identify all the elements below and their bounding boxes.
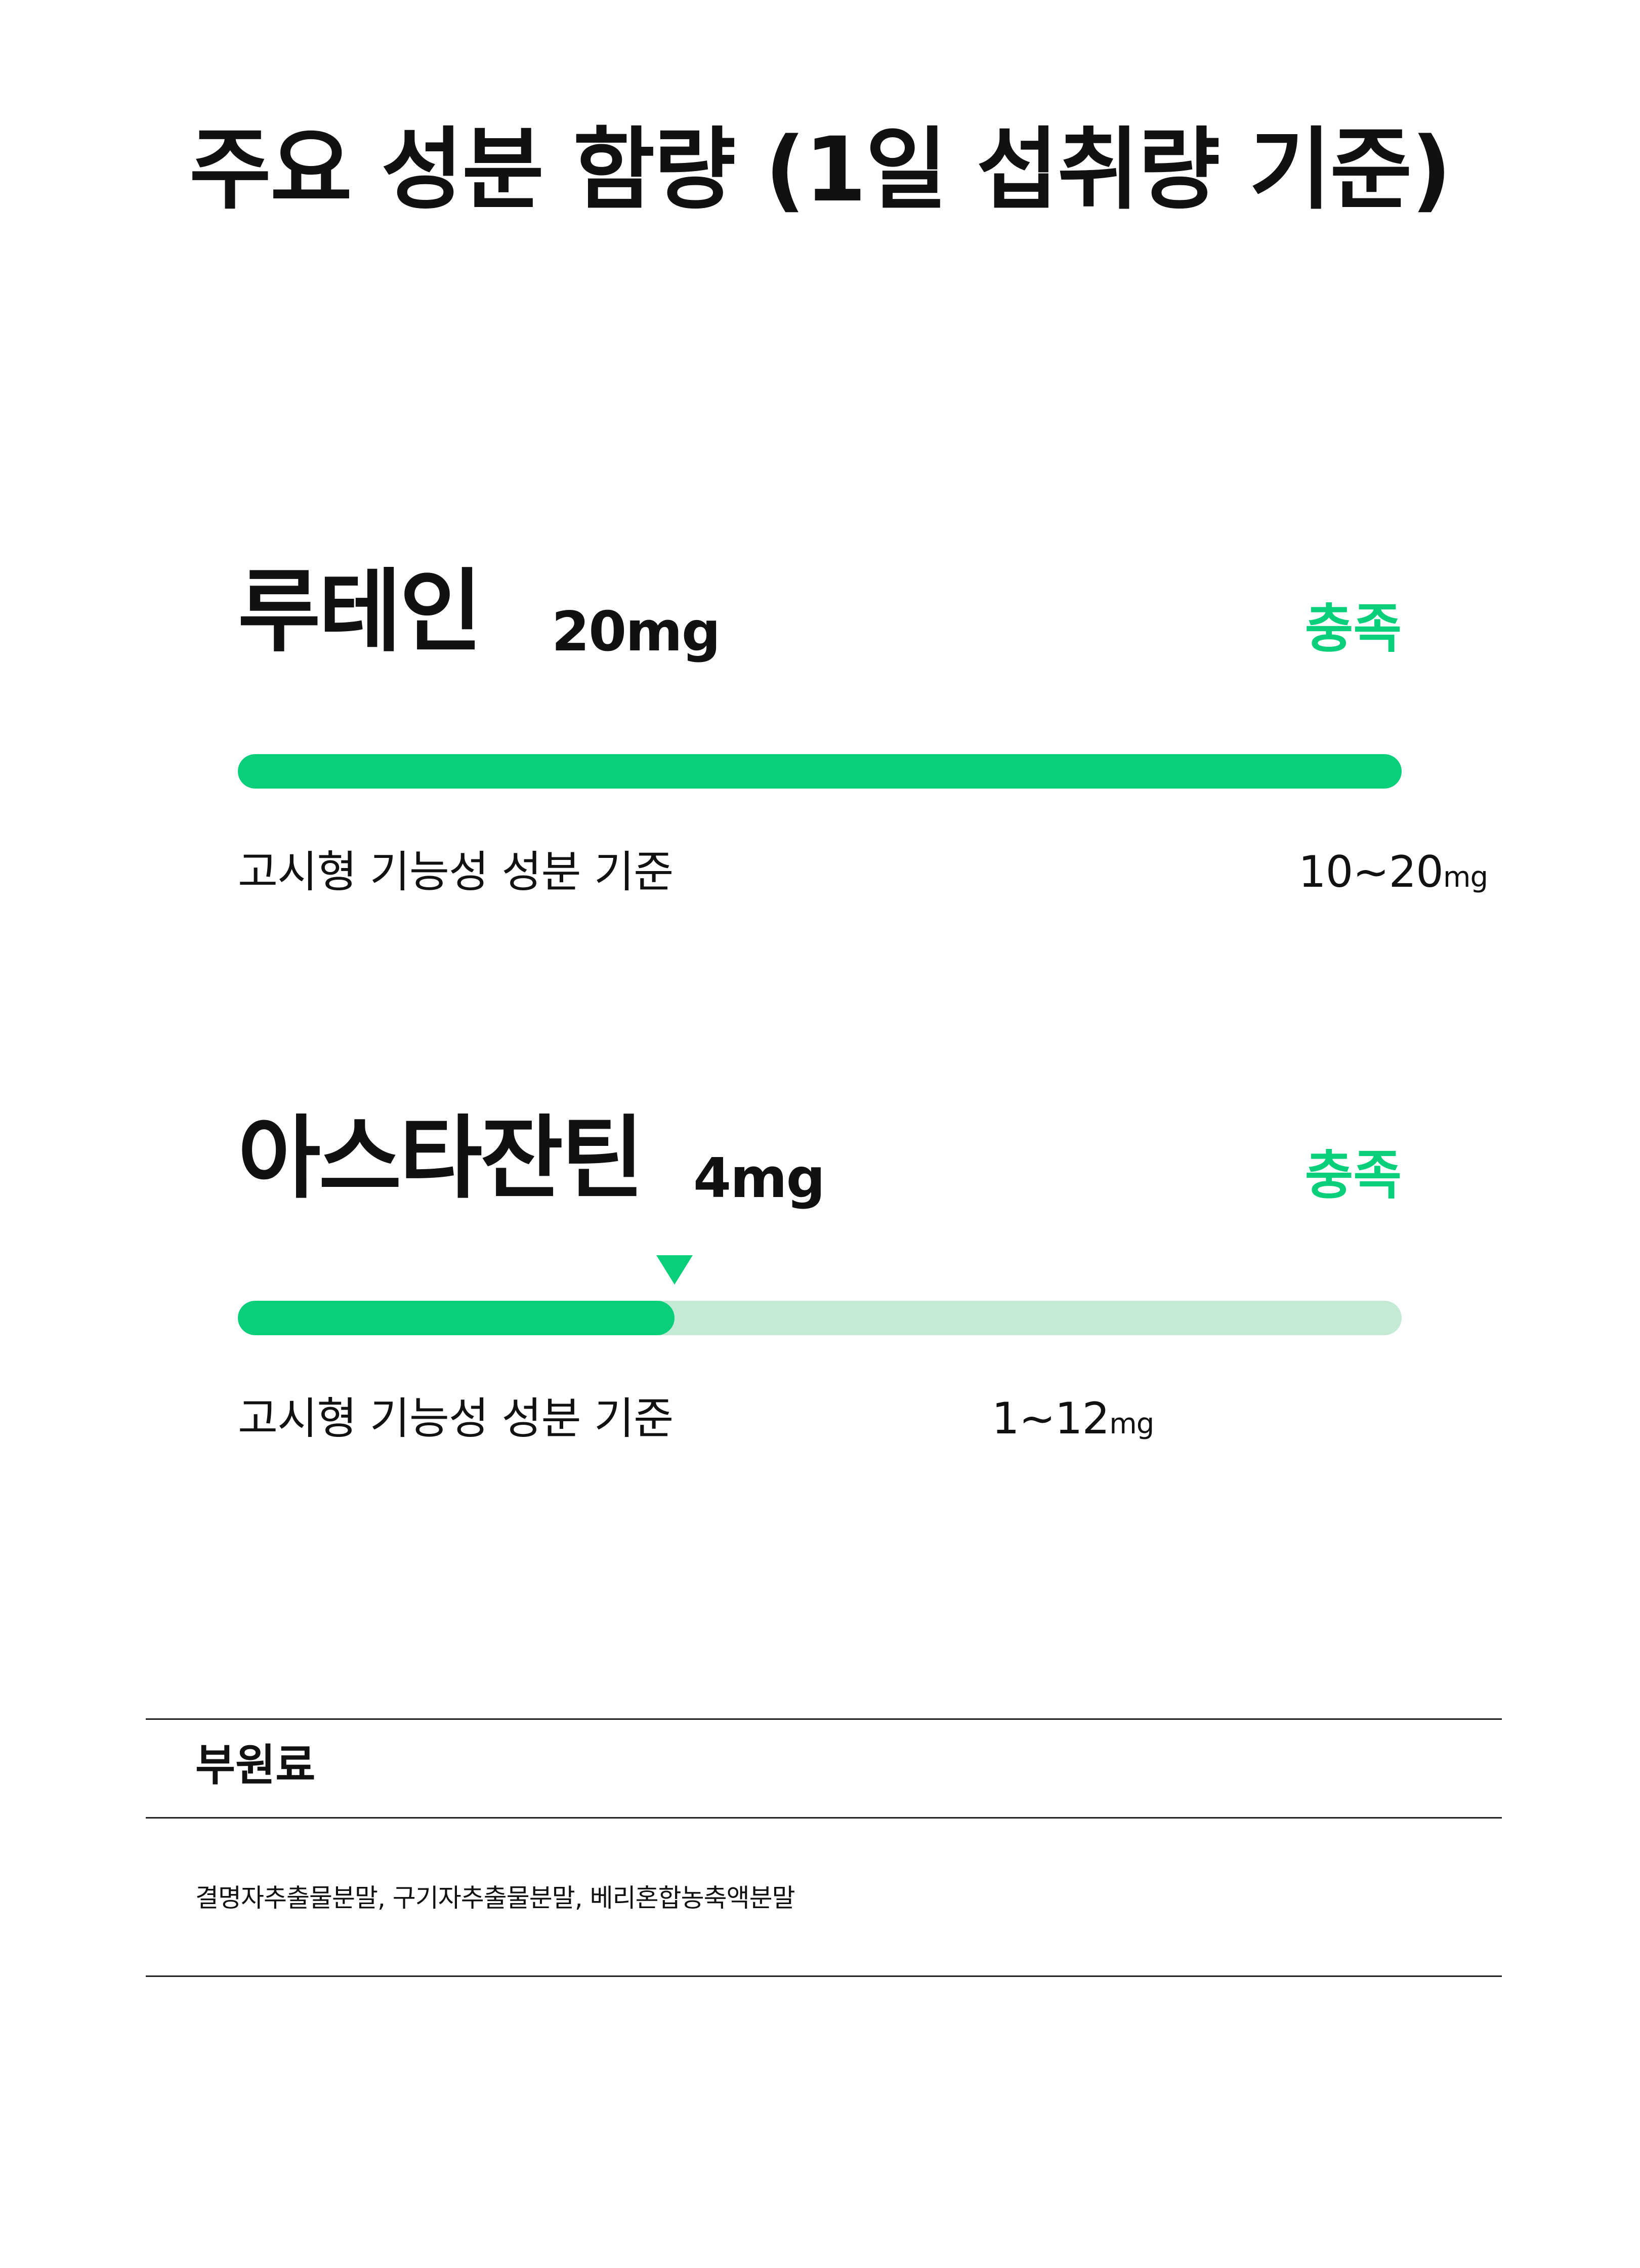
divider <box>146 1718 1502 1720</box>
standard-range-unit: mg <box>1443 861 1488 894</box>
standard-label: 고시형 기능성 성분 기준 <box>238 847 674 897</box>
standard-range-unit: mg <box>1109 1408 1154 1440</box>
standard-range-value: 10~20 <box>1298 847 1444 897</box>
status-badge: 충족 <box>1305 598 1402 659</box>
divider <box>146 1817 1502 1819</box>
ingredient-name: 루테인 <box>238 559 482 664</box>
progress-fill <box>238 754 1402 789</box>
standard-range: 1~12mg <box>992 1397 1154 1440</box>
triangle-down-icon <box>656 1255 693 1285</box>
progress-track <box>238 754 1402 789</box>
ingredient-name: 아스타잔틴 <box>238 1106 644 1211</box>
standard-range: 10~20mg <box>1298 850 1488 894</box>
ingredient-amount: 4mg <box>693 1147 825 1210</box>
sub-ingredients-content: 결명자추출물분말, 구기자추출물분말, 베리혼합농축액분말 <box>195 1883 795 1913</box>
ingredient-amount: 20mg <box>552 600 721 664</box>
divider <box>146 1975 1502 1977</box>
standard-range-value: 1~12 <box>992 1393 1110 1444</box>
page-title: 주요 성분 함량 (1일 섭취량 기준) <box>189 118 1452 222</box>
progress-fill <box>238 1301 675 1335</box>
status-badge: 충족 <box>1305 1144 1402 1206</box>
sub-ingredients-title: 부원료 <box>195 1740 316 1791</box>
standard-label: 고시형 기능성 성분 기준 <box>238 1393 674 1444</box>
progress-track <box>238 1301 1402 1335</box>
